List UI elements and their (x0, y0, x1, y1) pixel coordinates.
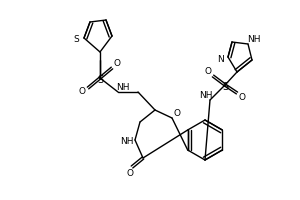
Text: NH: NH (199, 90, 213, 99)
Text: O: O (113, 60, 121, 68)
Text: S: S (97, 75, 103, 85)
Text: NH: NH (116, 84, 130, 92)
Text: S: S (222, 82, 228, 92)
Text: O: O (205, 68, 212, 76)
Text: O: O (173, 108, 181, 117)
Text: O: O (127, 170, 134, 178)
Text: NH: NH (247, 36, 261, 45)
Text: N: N (218, 54, 224, 64)
Text: O: O (79, 88, 86, 97)
Text: O: O (238, 92, 245, 102)
Text: NH: NH (120, 138, 134, 146)
Text: S: S (73, 34, 79, 44)
